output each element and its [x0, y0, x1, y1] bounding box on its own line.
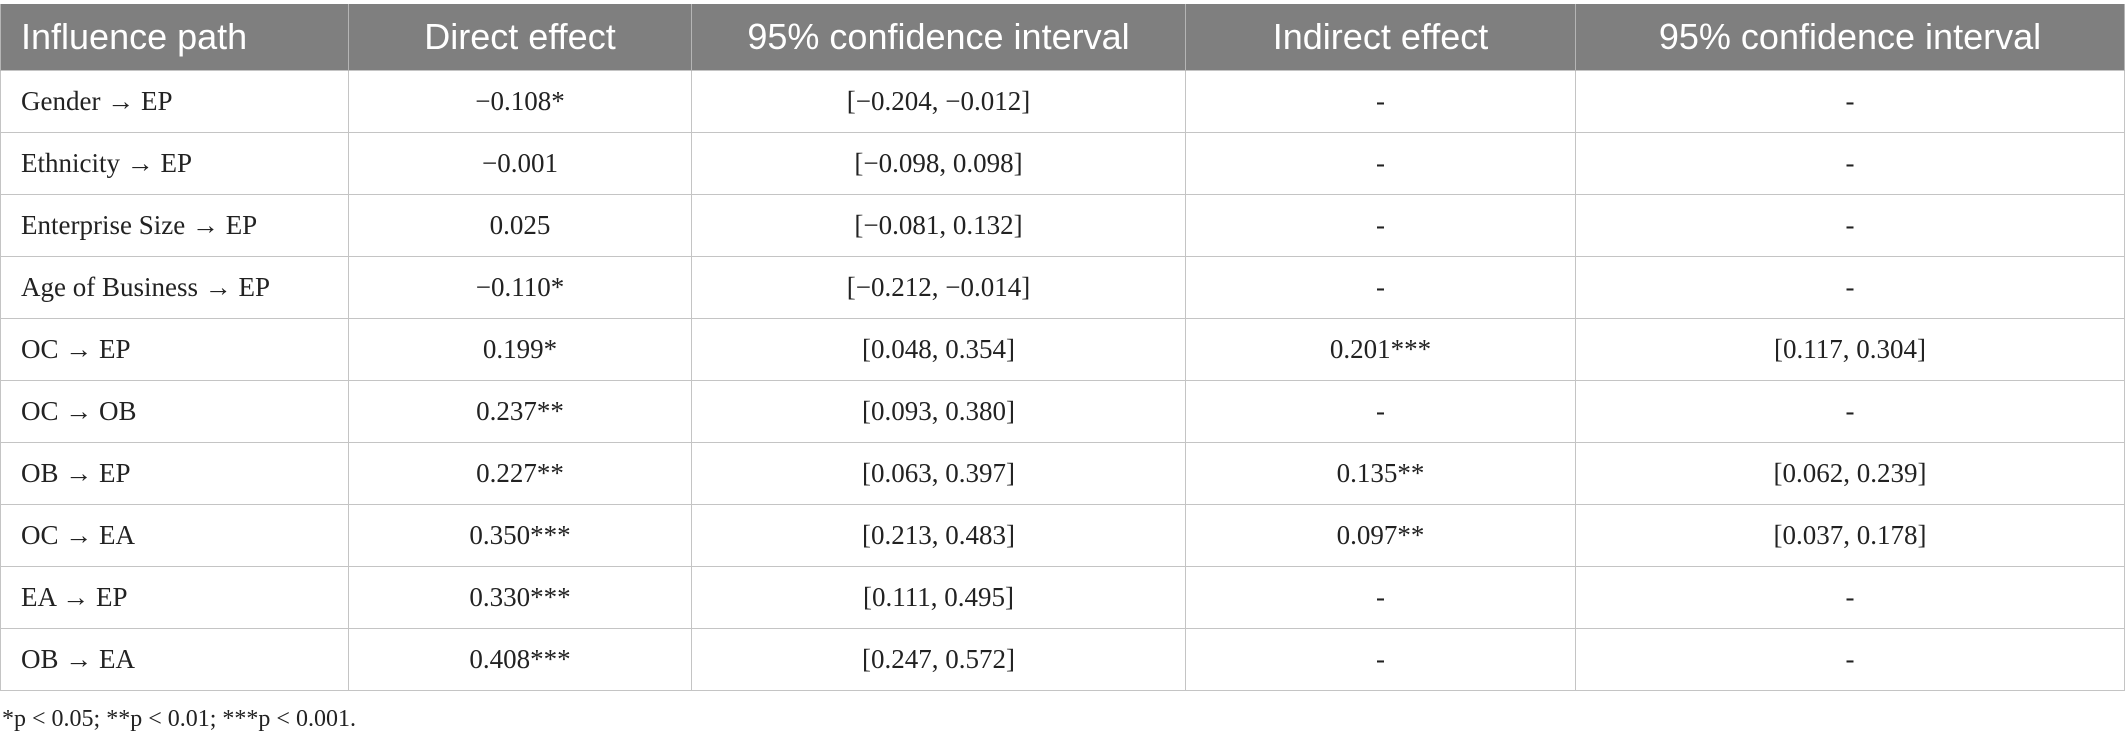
cell-direct-ci: [−0.081, 0.132] — [691, 194, 1186, 257]
cell-direct-effect: 0.330*** — [348, 566, 692, 629]
table-row: Enterprise Size → EP 0.025 [−0.081, 0.13… — [0, 194, 2125, 257]
table-row: Gender → EP −0.108* [−0.204, −0.012] - - — [0, 70, 2125, 133]
table-row: OC → OB 0.237** [0.093, 0.380] - - — [0, 380, 2125, 443]
cell-indirect-ci: - — [1575, 256, 2125, 319]
significance-footnote: *p < 0.05; **p < 0.01; ***p < 0.001. — [2, 706, 356, 732]
cell-direct-ci: [−0.204, −0.012] — [691, 70, 1186, 133]
cell-direct-ci: [−0.098, 0.098] — [691, 132, 1186, 195]
cell-influence-path: Age of Business → EP — [0, 256, 349, 319]
cell-direct-effect: −0.001 — [348, 132, 692, 195]
cell-indirect-effect: - — [1185, 256, 1576, 319]
cell-direct-effect: −0.110* — [348, 256, 692, 319]
cell-influence-path: OC → EP — [0, 318, 349, 381]
header-indirect-effect: Indirect effect — [1185, 4, 1576, 71]
cell-influence-path: OB → EA — [0, 628, 349, 691]
cell-direct-effect: 0.199* — [348, 318, 692, 381]
cell-indirect-ci: - — [1575, 70, 2125, 133]
table-row: OB → EA 0.408*** [0.247, 0.572] - - — [0, 628, 2125, 691]
cell-direct-effect: 0.408*** — [348, 628, 692, 691]
cell-indirect-effect: - — [1185, 194, 1576, 257]
cell-direct-ci: [0.093, 0.380] — [691, 380, 1186, 443]
cell-indirect-effect: 0.097** — [1185, 504, 1576, 567]
cell-indirect-effect: - — [1185, 132, 1576, 195]
cell-direct-ci: [0.048, 0.354] — [691, 318, 1186, 381]
table-body: Gender → EP −0.108* [−0.204, −0.012] - -… — [0, 70, 2125, 691]
cell-influence-path: OB → EP — [0, 442, 349, 505]
cell-indirect-ci: - — [1575, 628, 2125, 691]
cell-direct-effect: 0.227** — [348, 442, 692, 505]
header-indirect-ci: 95% confidence interval — [1575, 4, 2125, 71]
header-direct-ci: 95% confidence interval — [691, 4, 1186, 71]
cell-direct-ci: [0.063, 0.397] — [691, 442, 1186, 505]
table-header: Influence path Direct effect 95% confide… — [0, 4, 2125, 71]
cell-indirect-effect: - — [1185, 566, 1576, 629]
cell-influence-path: EA → EP — [0, 566, 349, 629]
cell-influence-path: Gender → EP — [0, 70, 349, 133]
cell-indirect-ci: [0.062, 0.239] — [1575, 442, 2125, 505]
cell-indirect-ci: - — [1575, 566, 2125, 629]
results-table-container: Influence path Direct effect 95% confide… — [0, 4, 2125, 691]
table-row: OC → EA 0.350*** [0.213, 0.483] 0.097** … — [0, 504, 2125, 567]
cell-influence-path: Enterprise Size → EP — [0, 194, 349, 257]
cell-influence-path: OC → EA — [0, 504, 349, 567]
table-row: OC → EP 0.199* [0.048, 0.354] 0.201*** [… — [0, 318, 2125, 381]
table-row: EA → EP 0.330*** [0.111, 0.495] - - — [0, 566, 2125, 629]
table-row: Age of Business → EP −0.110* [−0.212, −0… — [0, 256, 2125, 319]
cell-direct-effect: −0.108* — [348, 70, 692, 133]
header-row: Influence path Direct effect 95% confide… — [0, 4, 2125, 71]
cell-indirect-ci: [0.117, 0.304] — [1575, 318, 2125, 381]
cell-indirect-ci: - — [1575, 132, 2125, 195]
table-row: Ethnicity → EP −0.001 [−0.098, 0.098] - … — [0, 132, 2125, 195]
cell-indirect-effect: 0.135** — [1185, 442, 1576, 505]
cell-indirect-ci: [0.037, 0.178] — [1575, 504, 2125, 567]
cell-direct-ci: [0.213, 0.483] — [691, 504, 1186, 567]
effects-table: Influence path Direct effect 95% confide… — [0, 4, 2125, 691]
cell-direct-ci: [0.247, 0.572] — [691, 628, 1186, 691]
cell-direct-effect: 0.350*** — [348, 504, 692, 567]
cell-influence-path: Ethnicity → EP — [0, 132, 349, 195]
table-row: OB → EP 0.227** [0.063, 0.397] 0.135** [… — [0, 442, 2125, 505]
cell-direct-effect: 0.237** — [348, 380, 692, 443]
cell-direct-ci: [−0.212, −0.014] — [691, 256, 1186, 319]
header-influence-path: Influence path — [0, 4, 349, 71]
cell-indirect-effect: - — [1185, 380, 1576, 443]
cell-indirect-ci: - — [1575, 194, 2125, 257]
cell-direct-effect: 0.025 — [348, 194, 692, 257]
cell-indirect-effect: - — [1185, 628, 1576, 691]
header-direct-effect: Direct effect — [348, 4, 692, 71]
cell-indirect-effect: - — [1185, 70, 1576, 133]
cell-indirect-effect: 0.201*** — [1185, 318, 1576, 381]
cell-indirect-ci: - — [1575, 380, 2125, 443]
cell-direct-ci: [0.111, 0.495] — [691, 566, 1186, 629]
cell-influence-path: OC → OB — [0, 380, 349, 443]
